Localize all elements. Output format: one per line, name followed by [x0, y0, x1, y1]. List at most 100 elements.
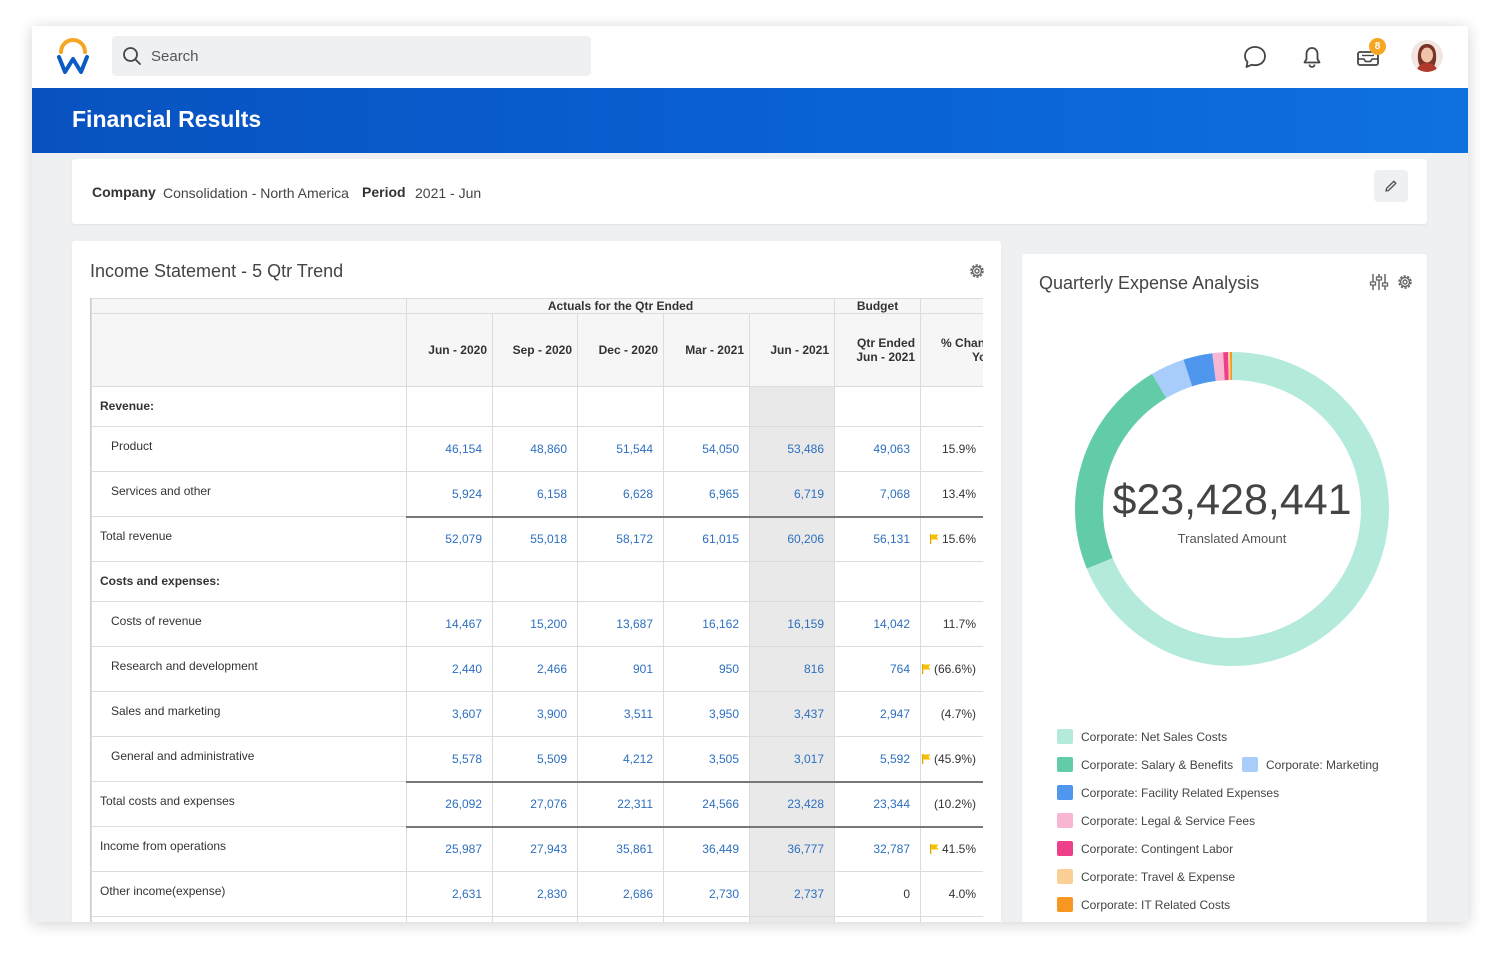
cell-link[interactable]: 60,206 — [748, 515, 836, 562]
cell-link[interactable]: 7,068 — [834, 471, 922, 517]
cell-link[interactable]: 24,566 — [663, 780, 750, 827]
cell-link[interactable]: 15,200 — [492, 601, 578, 647]
cell-link[interactable]: 27,943 — [492, 825, 578, 872]
donut-segment[interactable] — [1075, 373, 1167, 569]
cell-link[interactable]: 36,449 — [663, 825, 750, 872]
cell-link[interactable]: 3,950 — [663, 691, 750, 737]
cell-link[interactable]: 25,987 — [406, 825, 493, 872]
cell-link[interactable]: 5,578 — [406, 736, 493, 782]
cell-link[interactable]: 6,965 — [663, 471, 750, 517]
legend-item[interactable]: Corporate: Marketing — [1242, 757, 1379, 772]
cell-link[interactable]: 5,592 — [834, 736, 922, 782]
cell-link[interactable]: 36,777 — [748, 825, 836, 872]
cell-link[interactable]: 49,063 — [834, 426, 922, 472]
legend-item[interactable]: Corporate: Net Sales Costs — [1057, 729, 1227, 744]
inbox-badge: 8 — [1369, 38, 1386, 55]
column-header[interactable]: Mar - 2021 — [663, 313, 750, 387]
chat-icon[interactable] — [1241, 43, 1269, 71]
column-header[interactable]: Sep - 2020 — [492, 313, 578, 387]
cell-link[interactable]: 2,737 — [748, 871, 836, 917]
cell-link[interactable]: 4,212 — [577, 736, 664, 782]
cell-link[interactable]: 2,947 — [834, 691, 922, 737]
sliders-icon[interactable] — [1369, 272, 1389, 292]
cell-link[interactable]: 32,787 — [834, 825, 922, 872]
column-header[interactable]: % ChangeYo — [920, 313, 983, 387]
legend-item[interactable]: Corporate: Legal & Service Fees — [1057, 813, 1255, 828]
cell-link[interactable]: 14,467 — [406, 601, 493, 647]
column-header[interactable]: Dec - 2020 — [577, 313, 664, 387]
workday-logo[interactable] — [56, 38, 90, 76]
gear-icon[interactable] — [967, 261, 987, 281]
cell-link[interactable]: 5,509 — [492, 736, 578, 782]
cell-link[interactable]: 23,344 — [834, 780, 922, 827]
cell-link[interactable]: 55,018 — [492, 515, 578, 562]
cell-link[interactable]: 54,050 — [663, 426, 750, 472]
donut-segment[interactable] — [1086, 352, 1389, 666]
cell-link[interactable]: 2,631 — [406, 871, 493, 917]
legend-item[interactable]: Corporate: Facility Related Expenses — [1057, 785, 1279, 800]
cell-link[interactable]: 6,719 — [748, 471, 836, 517]
cell-link[interactable]: 58,172 — [577, 515, 664, 562]
legend-item[interactable]: Corporate: Salary & Benefits — [1057, 757, 1233, 772]
search-bar[interactable]: Search — [112, 36, 591, 76]
legend-item[interactable]: Corporate: Travel & Expense — [1057, 869, 1235, 884]
search-input[interactable]: Search — [151, 47, 199, 65]
cell-link[interactable]: 51,544 — [577, 426, 664, 472]
expense-analysis-card: Quarterly Expense Analysis $23,428,441 T… — [1022, 254, 1427, 922]
cell-link[interactable]: 48,860 — [492, 426, 578, 472]
donut-segment[interactable] — [1152, 359, 1193, 399]
legend-item[interactable]: Corporate: Contingent Labor — [1057, 841, 1233, 856]
cell-link[interactable]: 14,042 — [834, 601, 922, 647]
cell-link[interactable]: 16,162 — [663, 601, 750, 647]
cell-link[interactable]: 61,015 — [663, 515, 750, 562]
cell-link[interactable]: 27,076 — [492, 780, 578, 827]
cell-link[interactable]: 46,154 — [406, 426, 493, 472]
cell-link[interactable]: 816 — [748, 646, 836, 692]
cell-link[interactable]: 2,440 — [406, 646, 493, 692]
cell-link[interactable]: 3,437 — [748, 691, 836, 737]
cell-change: 15.9% — [920, 426, 983, 472]
app-window: Search 8 Financial Results Comp — [32, 26, 1468, 922]
cell-link[interactable]: 3,017 — [748, 736, 836, 782]
cell-link[interactable]: 16,159 — [748, 601, 836, 647]
cell-link[interactable]: 22,311 — [577, 780, 664, 827]
cell-link[interactable]: 3,511 — [577, 691, 664, 737]
cell-link[interactable]: 56,131 — [834, 515, 922, 562]
expense-donut-chart[interactable] — [1062, 339, 1402, 679]
cell-link[interactable]: 35,861 — [577, 825, 664, 872]
cell-link[interactable]: 950 — [663, 646, 750, 692]
avatar[interactable] — [1411, 40, 1443, 72]
cell-link[interactable]: 2,466 — [492, 646, 578, 692]
donut-segment[interactable] — [1212, 352, 1225, 382]
cell-link[interactable]: 3,607 — [406, 691, 493, 737]
column-header[interactable]: Jun - 2021 — [748, 313, 836, 387]
cell-link[interactable]: 3,505 — [663, 736, 750, 782]
cell-link[interactable]: 5,924 — [406, 471, 493, 517]
income-statement-table-container[interactable]: Actuals for the Qtr Ended Budget Jun - 2… — [90, 298, 983, 922]
table-row: Product 46,154 48,860 51,544 54,050 53,4… — [91, 426, 983, 472]
column-header[interactable]: Qtr Ended Jun - 2021 — [834, 313, 922, 387]
column-header[interactable]: Jun - 2020 — [406, 313, 493, 387]
cell-link[interactable]: 901 — [577, 646, 664, 692]
cell-link[interactable]: 26,092 — [406, 780, 493, 827]
donut-segment[interactable] — [1183, 353, 1217, 387]
edit-prompts-button[interactable] — [1374, 170, 1408, 202]
cell-link[interactable]: 13,687 — [577, 601, 664, 647]
cell-link[interactable]: 2,730 — [663, 871, 750, 917]
table-row: Research and development 2,440 2,466 901… — [91, 646, 983, 692]
inbox-icon[interactable] — [1354, 43, 1382, 71]
bell-icon[interactable] — [1298, 43, 1326, 71]
cell-link[interactable]: 53,486 — [748, 426, 836, 472]
cell-link[interactable]: 6,158 — [492, 471, 578, 517]
legend-label: Corporate: Marketing — [1266, 757, 1379, 772]
cell-link[interactable]: 2,830 — [492, 871, 578, 917]
legend-item[interactable]: Corporate: IT Related Costs — [1057, 897, 1230, 912]
cell-link[interactable]: 2,686 — [577, 871, 664, 917]
cell-link[interactable]: 52,079 — [406, 515, 493, 562]
table-row: Total costs and expenses 26,092 27,076 2… — [91, 780, 983, 827]
cell-link[interactable]: 764 — [834, 646, 922, 692]
cell-link[interactable]: 6,628 — [577, 471, 664, 517]
gear-icon[interactable] — [1395, 272, 1415, 292]
cell-link[interactable]: 23,428 — [748, 780, 836, 827]
cell-link[interactable]: 3,900 — [492, 691, 578, 737]
